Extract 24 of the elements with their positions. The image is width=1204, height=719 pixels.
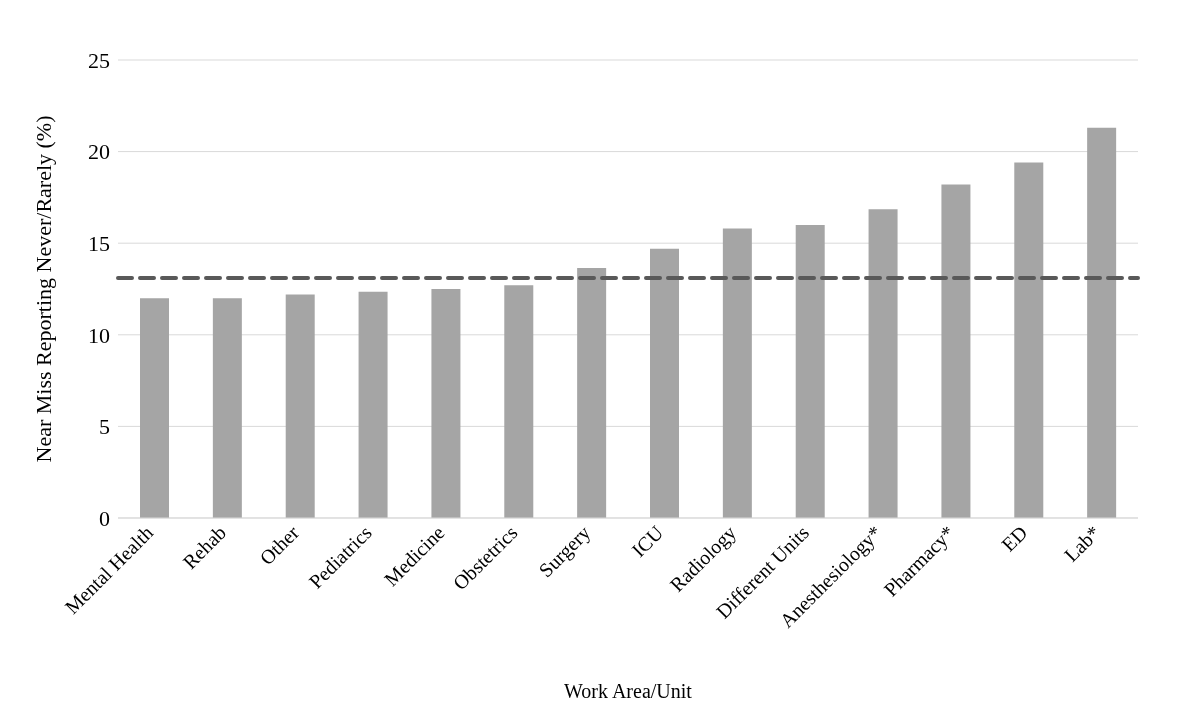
y-tick-label: 10 (88, 322, 110, 348)
bar (577, 267, 607, 518)
bar (650, 248, 679, 518)
bar (212, 298, 242, 518)
bar (285, 294, 315, 518)
bar (1014, 162, 1044, 518)
bar (358, 291, 388, 518)
x-tick-label: ED (997, 521, 1032, 556)
bar (1087, 127, 1117, 518)
bar (868, 209, 898, 518)
bar (722, 228, 752, 518)
x-axis-title: Work Area/Unit (564, 680, 693, 702)
y-tick-label: 25 (88, 47, 110, 73)
bar (140, 298, 169, 518)
y-tick-label: 15 (88, 231, 110, 257)
x-tick-label: ICU (627, 520, 668, 562)
y-tick-label: 0 (99, 505, 110, 531)
y-tick-label: 20 (88, 139, 110, 165)
y-tick-label: 5 (99, 414, 110, 440)
bar (941, 184, 971, 518)
y-axis-title: Near Miss Reporting Never/Rarely (%) (30, 115, 56, 463)
bar (795, 224, 825, 518)
bar (431, 289, 461, 518)
bar (504, 285, 534, 518)
